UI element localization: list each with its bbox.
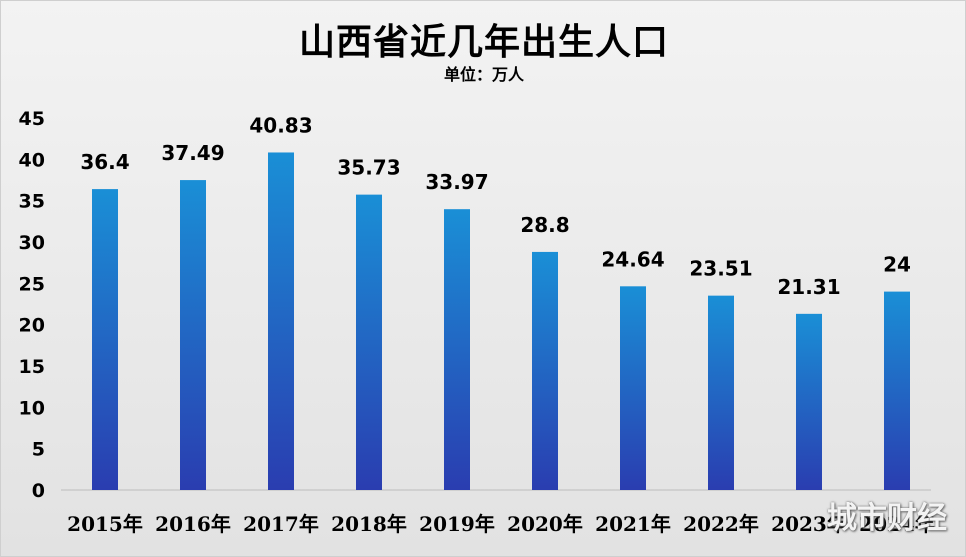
x-axis: 2015年 2016年 2017年 2018年 2019年 2020年 2021年 2022年… [67,512,935,536]
y-tick-label: 35 [19,191,45,213]
watermark: 城市财经 [827,501,947,536]
bar [884,291,910,490]
data-label: 21.31 [777,275,840,299]
bar [796,313,822,490]
x-tick-label: 2017年 [243,512,319,536]
bar [268,152,294,491]
bar [444,209,470,490]
x-tick-label: 2024年 [859,512,935,536]
bars-group [92,152,910,491]
y-tick-label: 30 [19,232,45,254]
chart-title: 山西省近几年出生人口 [298,22,669,63]
bar [708,295,734,490]
y-tick-label: 10 [19,397,45,419]
data-labels: 36.4 37.49 40.83 35.73 33.97 28.8 24.64 23.51 21… [80,113,911,298]
x-tick-label: 2020年 [507,512,583,536]
bar [356,194,382,490]
y-tick-label: 40 [19,149,45,171]
data-label: 24.64 [601,247,664,271]
x-tick-label: 2018年 [331,512,407,536]
data-label: 28.8 [520,213,569,237]
data-label: 37.49 [161,141,224,165]
y-axis: 0 5 10 15 20 25 30 35 40 45 [19,108,45,502]
y-tick-label: 20 [19,315,45,337]
y-tick-label: 25 [19,273,45,295]
bar [92,189,118,491]
y-tick-label: 5 [32,439,45,461]
y-tick-label: 15 [19,356,45,378]
data-label: 35.73 [337,156,400,180]
bar [532,251,558,490]
data-label: 33.97 [425,170,488,194]
y-tick-label: 45 [19,108,45,130]
data-label: 24 [883,253,911,277]
chart-subtitle: 单位：万人 [443,65,524,84]
x-tick-label: 2023年 [771,512,847,536]
x-tick-label: 2015年 [67,512,143,536]
data-label: 23.51 [689,257,752,281]
bar [180,180,206,490]
x-tick-label: 2022年 [683,512,759,536]
x-tick-label: 2016年 [155,512,231,536]
data-label: 36.4 [80,150,129,174]
bar [620,286,646,490]
x-tick-label: 2021年 [595,512,671,536]
data-label: 40.83 [249,113,312,137]
x-tick-label: 2019年 [419,512,495,536]
y-tick-label: 0 [32,480,45,502]
